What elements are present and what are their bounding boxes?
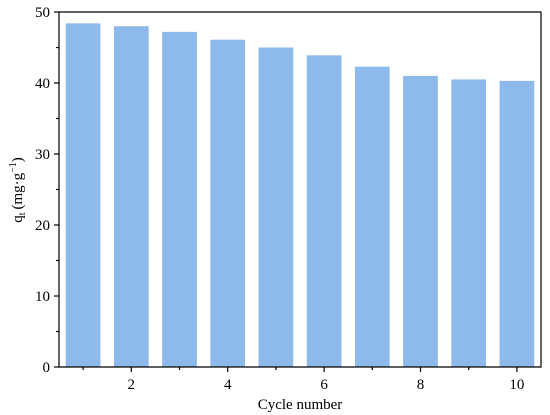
y-tick-label: 40 bbox=[35, 76, 50, 92]
plot-frame bbox=[58, 11, 542, 368]
y-tick-label: 10 bbox=[35, 289, 50, 305]
y-tick-label: 20 bbox=[35, 218, 50, 234]
x-axis-title: Cycle number bbox=[258, 397, 343, 413]
y-axis-title-superscript: −1 bbox=[8, 162, 19, 173]
bar-cycle-2 bbox=[113, 26, 149, 367]
y-axis: 0 10 20 30 40 50 bbox=[35, 5, 59, 376]
bar-cycle-6 bbox=[306, 55, 342, 368]
y-tick-label: 50 bbox=[35, 5, 50, 21]
x-tick-label: 8 bbox=[417, 377, 425, 393]
y-axis-title-symbol: q bbox=[10, 215, 26, 223]
x-tick-label: 6 bbox=[320, 377, 328, 393]
x-tick-label: 10 bbox=[509, 377, 524, 393]
bar-cycle-7 bbox=[354, 66, 390, 368]
bar-cycle-9 bbox=[451, 79, 487, 367]
bars-group bbox=[65, 23, 535, 368]
y-axis-title: qt (mg·g−1) bbox=[8, 157, 28, 223]
bar-cycle-10 bbox=[499, 80, 535, 368]
y-axis-title-close: ) bbox=[10, 157, 26, 162]
y-axis-title-subscript: t bbox=[17, 212, 28, 215]
y-tick-label: 30 bbox=[35, 147, 50, 163]
x-tick-label: 2 bbox=[128, 377, 136, 393]
bar-cycle-1 bbox=[65, 23, 101, 368]
x-tick-label: 4 bbox=[224, 377, 232, 393]
x-axis: 2 4 6 8 10 bbox=[82, 367, 524, 393]
bar-cycle-8 bbox=[403, 75, 438, 368]
y-axis-title-unit: (mg·g bbox=[10, 172, 26, 209]
bar-cycle-4 bbox=[210, 39, 246, 367]
y-tick-label: 0 bbox=[43, 360, 51, 376]
bar-cycle-5 bbox=[258, 47, 294, 367]
bar-cycle-3 bbox=[162, 31, 197, 367]
